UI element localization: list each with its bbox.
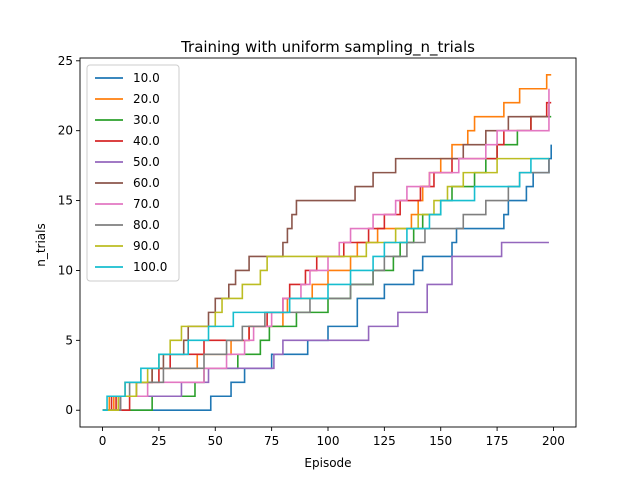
legend-label-90.0: 90.0 (133, 239, 160, 253)
y-tick-label: 0 (65, 403, 73, 417)
x-tick-label: 175 (486, 434, 509, 448)
x-tick-label: 100 (317, 434, 340, 448)
x-tick-label: 200 (542, 434, 565, 448)
y-axis-label: n_trials (34, 223, 48, 267)
legend-label-50.0: 50.0 (133, 155, 160, 169)
series-line-60.0 (102, 102, 550, 412)
chart-title: Training with uniform sampling_n_trials (180, 38, 475, 57)
legend-label-70.0: 70.0 (133, 197, 160, 211)
x-tick-label: 125 (373, 434, 396, 448)
x-tick-label: 50 (208, 434, 223, 448)
x-tick-label: 75 (264, 434, 279, 448)
legend-label-80.0: 80.0 (133, 218, 160, 232)
y-tick-label: 20 (58, 124, 73, 138)
series-line-70.0 (102, 88, 550, 412)
legend-label-30.0: 30.0 (133, 113, 160, 127)
legend-label-100.0: 100.0 (133, 260, 167, 274)
y-tick-label: 15 (58, 194, 73, 208)
y-tick-label: 5 (65, 333, 73, 347)
legend-label-40.0: 40.0 (133, 134, 160, 148)
legend-label-60.0: 60.0 (133, 176, 160, 190)
legend-label-10.0: 10.0 (133, 71, 160, 85)
legend-label-20.0: 20.0 (133, 92, 160, 106)
x-axis-label: Episode (304, 456, 351, 470)
x-tick-label: 25 (151, 434, 166, 448)
series-line-100.0 (102, 157, 549, 412)
x-tick-label: 0 (99, 434, 107, 448)
x-tick-label: 150 (429, 434, 452, 448)
series-line-50.0 (102, 241, 549, 412)
y-tick-label: 25 (58, 54, 73, 68)
y-tick-label: 10 (58, 263, 73, 277)
series-line-10.0 (102, 144, 553, 412)
legend-box (86, 64, 180, 282)
